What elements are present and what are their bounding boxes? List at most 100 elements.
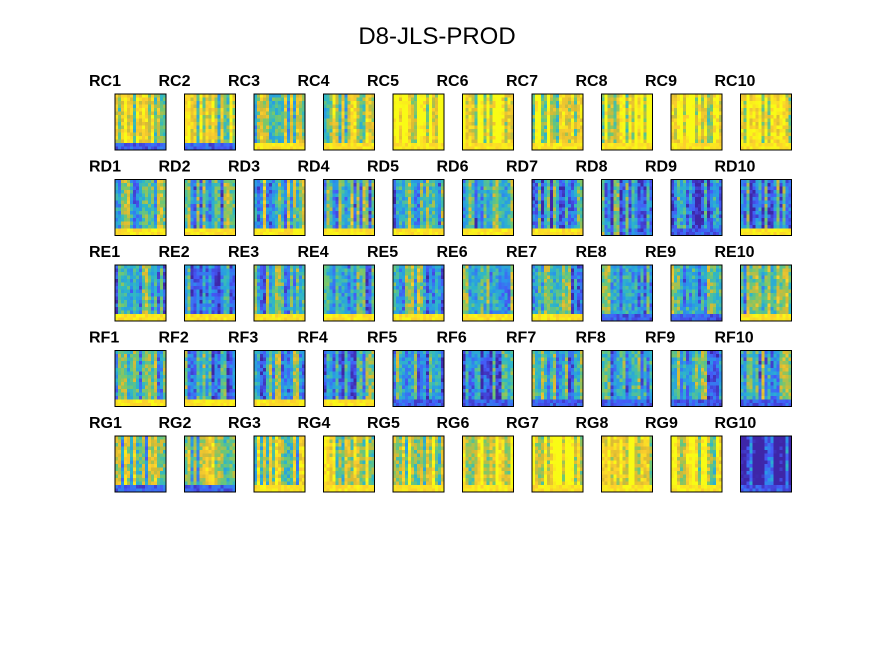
heatmap-cell	[538, 228, 542, 233]
heatmap-cell	[438, 108, 442, 112]
heatmap-cell	[471, 94, 475, 98]
heatmap-cell	[698, 111, 702, 116]
heatmap-cell	[468, 132, 472, 137]
heatmap-cell	[205, 179, 209, 184]
heatmap-cell	[362, 115, 366, 119]
heatmap-cell	[492, 200, 496, 205]
heatmap-cell	[220, 143, 224, 147]
heatmap-cell	[121, 190, 125, 194]
heatmap-cell	[692, 143, 696, 147]
heatmap-cell	[489, 200, 493, 205]
heatmap-cell	[495, 193, 499, 198]
heatmap-cell	[477, 136, 481, 140]
heatmap-cell	[616, 221, 620, 226]
heatmap-cell	[290, 129, 294, 133]
heatmap-cell	[646, 193, 650, 198]
heatmap-cell	[196, 214, 200, 219]
heatmap-cell	[704, 94, 708, 98]
panel-label: RD2	[159, 159, 191, 176]
heatmap-cell	[405, 122, 409, 126]
heatmap-cell	[643, 94, 647, 98]
heatmap-cell	[118, 111, 122, 116]
heatmap-cell	[368, 143, 372, 147]
heatmap-cell	[184, 186, 188, 191]
heatmap-cell	[399, 193, 403, 198]
heatmap-cell	[332, 186, 336, 191]
heatmap-cell	[329, 204, 333, 208]
heatmap-cell	[474, 104, 478, 109]
heatmap-cell	[423, 101, 427, 105]
heatmap-cell	[532, 225, 536, 229]
heatmap-cell	[190, 122, 194, 126]
heatmap-cell	[643, 97, 647, 102]
heatmap-cell	[477, 104, 481, 109]
heatmap-cell	[396, 115, 400, 119]
heatmap-cell	[302, 129, 306, 133]
heatmap-cell	[649, 228, 653, 233]
heatmap-cell	[535, 200, 539, 205]
heatmap-cell	[396, 111, 400, 116]
heatmap-cell	[347, 125, 351, 130]
heatmap-cell	[707, 139, 711, 144]
heatmap-cell	[269, 193, 273, 198]
heatmap-cell	[577, 183, 581, 187]
heatmap-cell	[474, 232, 478, 236]
heatmap-cell	[423, 129, 427, 133]
heatmap-cell	[507, 207, 511, 212]
heatmap-cell	[365, 218, 369, 222]
heatmap-cell	[402, 211, 406, 215]
heatmap-cell	[323, 225, 327, 229]
heatmap-cell	[151, 183, 155, 187]
heatmap-cell	[142, 204, 146, 208]
heatmap-cell	[154, 143, 158, 147]
heatmap-cell	[133, 183, 137, 187]
heatmap-cell	[538, 139, 542, 144]
heatmap-cell	[752, 143, 756, 147]
heatmap-cell	[217, 146, 221, 151]
heatmap-cell	[568, 97, 572, 102]
heatmap-cell	[142, 122, 146, 126]
heatmap-cell	[541, 225, 545, 229]
heatmap-cell	[208, 94, 212, 98]
heatmap-cell	[671, 132, 675, 137]
heatmap-cell	[628, 115, 632, 119]
heatmap-cell	[568, 143, 572, 147]
panel-axes-border	[462, 93, 514, 151]
heatmap-cell	[692, 101, 696, 105]
heatmap-cell	[359, 179, 363, 184]
heatmap-cell	[683, 186, 687, 191]
heatmap-cell	[432, 204, 436, 208]
heatmap-cell	[743, 108, 747, 112]
heatmap-cell	[649, 197, 653, 201]
heatmap-cell	[275, 122, 279, 126]
heatmap-cell	[574, 132, 578, 137]
heatmap-cell	[710, 132, 714, 137]
heatmap-cell	[139, 97, 143, 102]
heatmap-cell	[613, 97, 617, 102]
heatmap-cell	[495, 218, 499, 222]
heatmap-cell	[151, 214, 155, 219]
heatmap-cell	[704, 118, 708, 123]
heatmap-cell	[435, 200, 439, 205]
heatmap-cell	[423, 186, 427, 191]
heatmap-cell	[284, 179, 288, 184]
heatmap-cell	[145, 218, 149, 222]
heatmap-cell	[275, 225, 279, 229]
heatmap-cell	[462, 207, 466, 212]
heatmap-cell	[465, 122, 469, 126]
heatmap-cell	[414, 214, 418, 219]
heatmap-cell	[776, 97, 780, 102]
heatmap-cell	[365, 132, 369, 137]
heatmap-cell	[535, 108, 539, 112]
heatmap-panel	[670, 179, 723, 236]
heatmap-cell	[323, 190, 327, 194]
heatmap-cell	[704, 183, 708, 187]
heatmap-cell	[535, 183, 539, 187]
heatmap-cell	[359, 118, 363, 123]
heatmap-cell	[486, 136, 490, 140]
heatmap-cell	[541, 143, 545, 147]
heatmap-cell	[130, 221, 134, 226]
heatmap-cell	[196, 118, 200, 123]
heatmap-cell	[229, 136, 233, 140]
heatmap-cell	[649, 193, 653, 198]
